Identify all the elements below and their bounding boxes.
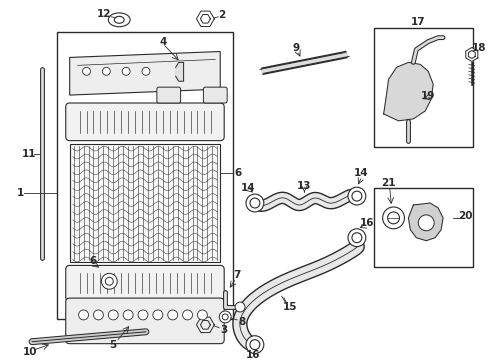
Circle shape	[245, 336, 263, 354]
FancyBboxPatch shape	[65, 298, 224, 344]
Circle shape	[222, 314, 228, 320]
Circle shape	[347, 187, 365, 205]
Text: 18: 18	[470, 42, 485, 53]
Polygon shape	[383, 62, 432, 121]
Polygon shape	[407, 203, 442, 241]
Text: 10: 10	[23, 347, 37, 357]
Circle shape	[138, 310, 148, 320]
Circle shape	[235, 302, 244, 312]
Circle shape	[101, 273, 117, 289]
Bar	[373, 188, 472, 267]
Polygon shape	[465, 48, 477, 62]
Polygon shape	[196, 11, 214, 27]
Text: 17: 17	[410, 17, 425, 27]
Text: 6: 6	[234, 168, 241, 178]
Text: 14: 14	[353, 168, 367, 178]
Polygon shape	[175, 62, 183, 81]
Circle shape	[105, 277, 113, 285]
Text: 2: 2	[218, 10, 225, 20]
Text: 21: 21	[381, 178, 395, 188]
Text: 20: 20	[458, 211, 472, 221]
FancyBboxPatch shape	[157, 87, 180, 103]
Polygon shape	[70, 51, 220, 95]
Circle shape	[108, 310, 118, 320]
Circle shape	[82, 67, 90, 75]
FancyBboxPatch shape	[203, 87, 227, 103]
Circle shape	[153, 310, 163, 320]
Circle shape	[417, 215, 433, 231]
Text: 11: 11	[22, 149, 36, 158]
Polygon shape	[200, 320, 210, 329]
Circle shape	[351, 233, 361, 243]
Circle shape	[249, 198, 259, 208]
Text: 4: 4	[159, 37, 166, 46]
Circle shape	[79, 310, 88, 320]
Circle shape	[123, 310, 133, 320]
Text: 16: 16	[245, 350, 260, 360]
Circle shape	[245, 194, 263, 212]
Polygon shape	[468, 50, 474, 58]
Circle shape	[142, 67, 150, 75]
Text: 8: 8	[238, 317, 245, 327]
Circle shape	[167, 310, 177, 320]
FancyBboxPatch shape	[65, 265, 224, 301]
Circle shape	[102, 67, 110, 75]
Bar	[373, 28, 472, 147]
Text: 7: 7	[233, 270, 240, 280]
Text: 12: 12	[97, 9, 111, 19]
Circle shape	[351, 191, 361, 201]
Circle shape	[197, 310, 207, 320]
Ellipse shape	[114, 16, 124, 23]
Polygon shape	[200, 14, 210, 23]
Circle shape	[93, 310, 103, 320]
Text: 19: 19	[420, 91, 434, 101]
Text: 9: 9	[292, 42, 300, 53]
Circle shape	[122, 67, 130, 75]
Circle shape	[182, 310, 192, 320]
Circle shape	[219, 311, 231, 323]
Text: 5: 5	[109, 339, 117, 350]
Text: 1: 1	[17, 188, 24, 198]
Ellipse shape	[108, 13, 130, 27]
Bar	[57, 32, 233, 319]
Circle shape	[382, 207, 404, 229]
Text: 14: 14	[240, 183, 255, 193]
Circle shape	[249, 340, 259, 350]
Circle shape	[387, 212, 399, 224]
Polygon shape	[196, 317, 214, 333]
Bar	[70, 144, 220, 262]
Circle shape	[347, 229, 365, 247]
Text: 13: 13	[297, 181, 311, 191]
Text: 3: 3	[220, 325, 227, 335]
Text: 6: 6	[90, 256, 97, 266]
FancyBboxPatch shape	[65, 103, 224, 141]
Text: 16: 16	[359, 218, 373, 228]
Text: 15: 15	[282, 302, 296, 312]
